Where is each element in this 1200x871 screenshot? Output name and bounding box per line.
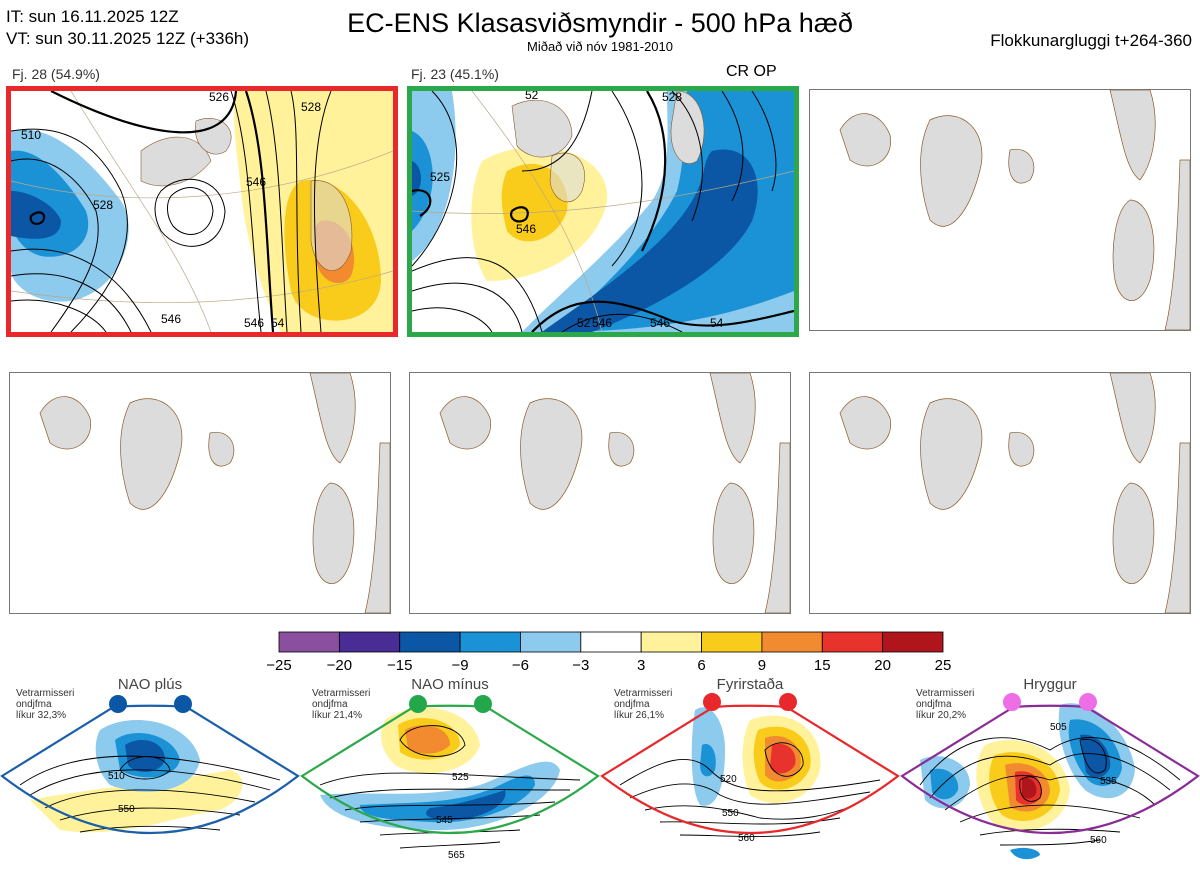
panel-1-contour-labels: 510 528 526 528 546 546 546 54 xyxy=(21,91,321,330)
regime-3-labels: 520 550 560 xyxy=(720,774,755,844)
regime-title-nao-plus: NAO plús xyxy=(117,676,183,693)
contour-label: 54 xyxy=(271,316,285,330)
contour-label: 526 xyxy=(209,91,229,104)
contour-label: 545 xyxy=(436,815,453,826)
page-subtitle: Miðað við nóv 1981-2010 xyxy=(527,39,673,54)
regime-note-1: Vetrarmisseri ondjfma líkur 32,3% xyxy=(16,688,75,721)
regime-note-4: Vetrarmisseri ondjfma líkur 20,2% xyxy=(916,688,975,721)
regime-dot xyxy=(1003,693,1021,711)
empty-map xyxy=(439,373,790,613)
init-time: IT: sun 16.11.2025 12Z xyxy=(6,7,179,26)
panel-1-label: Fj. 28 (54.9%) xyxy=(12,66,100,82)
contour-label: 52 xyxy=(525,91,539,102)
regime-note-3: Vetrarmisseri ondjfma líkur 26,1% xyxy=(614,688,673,721)
contour-label: 546 xyxy=(246,175,266,189)
regime-dot xyxy=(174,695,192,713)
regime-map-nao-minus: 525 545 565 xyxy=(300,695,600,861)
regime-dot xyxy=(703,693,721,711)
cluster-map-2: 52 525 546 528 52 546 546 54 xyxy=(412,91,794,332)
regime-title-blocking: Fyrirstaða xyxy=(716,676,784,693)
contour-label: 528 xyxy=(93,198,113,212)
cluster-panel-1: 510 528 526 528 546 546 546 54 xyxy=(6,86,398,337)
contour-label: 525 xyxy=(452,772,469,783)
colorbar xyxy=(278,631,944,653)
cluster-map-1: 510 528 526 528 546 546 546 54 xyxy=(11,91,393,332)
colorbar-tick-label: −15 xyxy=(386,657,413,674)
contour-label: 546 xyxy=(244,316,264,330)
regime-dot xyxy=(409,695,427,713)
contour-label: 535 xyxy=(1100,776,1117,787)
cluster-panel-6 xyxy=(809,372,1191,614)
colorbar-tick-label: −25 xyxy=(266,657,292,674)
cluster-window: Flokkunargluggi t+264-360 xyxy=(990,31,1192,50)
colorbar-tick-label: −3 xyxy=(572,657,590,674)
contour-label: 520 xyxy=(720,774,737,785)
regime-title-ridge: Hryggur xyxy=(1023,676,1077,693)
regime-1-labels: 510 550 xyxy=(108,771,135,815)
colorbar-tick-label: −20 xyxy=(326,657,353,674)
cluster-panel-5 xyxy=(409,372,791,614)
empty-map xyxy=(839,373,1190,613)
contour-label: 528 xyxy=(301,100,321,114)
contour-label: 505 xyxy=(1050,722,1067,733)
regime-dot xyxy=(474,695,492,713)
regime-map-blocking: 520 550 560 xyxy=(600,693,900,844)
contour-label: 510 xyxy=(108,771,125,782)
empty-map xyxy=(39,373,390,613)
contour-label: 550 xyxy=(118,804,135,815)
cluster-panel-2: 52 525 546 528 52 546 546 54 xyxy=(407,86,799,337)
colorbar-tick-label: 25 xyxy=(934,657,952,674)
contour-label: 525 xyxy=(430,170,450,184)
panel-2-label: Fj. 23 (45.1%) xyxy=(411,66,499,82)
colorbar-tick-label: 6 xyxy=(697,657,706,674)
colorbar-swatch xyxy=(580,631,642,653)
header-info: IT: sun 16.11.2025 12Z VT: sun 30.11.202… xyxy=(6,6,249,50)
contour-label: 528 xyxy=(662,91,682,104)
colorbar-swatch xyxy=(701,631,763,653)
regime-4-labels: 505 535 560 xyxy=(1050,722,1117,846)
page-title: EC-ENS Klasasviðsmyndir - 500 hPa hæð xyxy=(347,8,853,38)
colorbar-swatch xyxy=(459,631,521,653)
colorbar-swatch xyxy=(338,631,401,653)
contour-label: 52 xyxy=(577,316,591,330)
contour-label: 546 xyxy=(650,316,670,330)
contour-label: 565 xyxy=(448,850,465,861)
colorbar-tick-label: 15 xyxy=(813,657,831,674)
contour-label: 560 xyxy=(738,833,755,844)
contour-label: 546 xyxy=(516,222,536,236)
colorbar-swatch xyxy=(882,631,944,653)
regime-dot xyxy=(1079,693,1097,711)
colorbar-tick-label: 20 xyxy=(874,657,891,674)
regime-note-2: Vetrarmisseri ondjfma líkur 21,4% xyxy=(312,688,371,721)
colorbar-swatch xyxy=(640,631,702,653)
contour-label: 54 xyxy=(710,316,724,330)
cluster-panel-3 xyxy=(809,89,1191,331)
colorbar-swatch xyxy=(520,631,582,653)
contour-label: 560 xyxy=(1090,835,1107,846)
regime-dot xyxy=(109,695,127,713)
contour-label: 550 xyxy=(722,808,739,819)
contour-label: 546 xyxy=(592,316,612,330)
colorbar-tick-label: 9 xyxy=(757,657,767,674)
contour-label: 546 xyxy=(161,312,181,326)
panel-2-contour-labels: 52 525 546 528 52 546 546 54 xyxy=(430,91,724,330)
cluster-panel-4 xyxy=(9,372,391,614)
empty-map xyxy=(839,90,1190,330)
regime-2-labels: 525 545 565 xyxy=(436,772,469,861)
valid-time: VT: sun 30.11.2025 12Z (+336h) xyxy=(6,29,250,48)
regime-map-ridge: 505 535 560 xyxy=(900,693,1200,860)
colorbar-swatch xyxy=(821,631,884,653)
regime-map-nao-plus: 510 550 xyxy=(0,695,300,834)
panel-2-tag: CR OP xyxy=(726,63,777,80)
colorbar-swatch xyxy=(399,631,461,653)
contour-label: 510 xyxy=(21,128,41,142)
colorbar-tick-label: −9 xyxy=(451,657,469,674)
colorbar-swatch xyxy=(278,631,340,653)
colorbar-swatch xyxy=(761,631,823,653)
colorbar-tick-label: 3 xyxy=(637,657,646,674)
regime-title-nao-minus: NAO mínus xyxy=(411,676,489,693)
regime-dot xyxy=(779,693,797,711)
colorbar-tick-label: −6 xyxy=(511,657,530,674)
